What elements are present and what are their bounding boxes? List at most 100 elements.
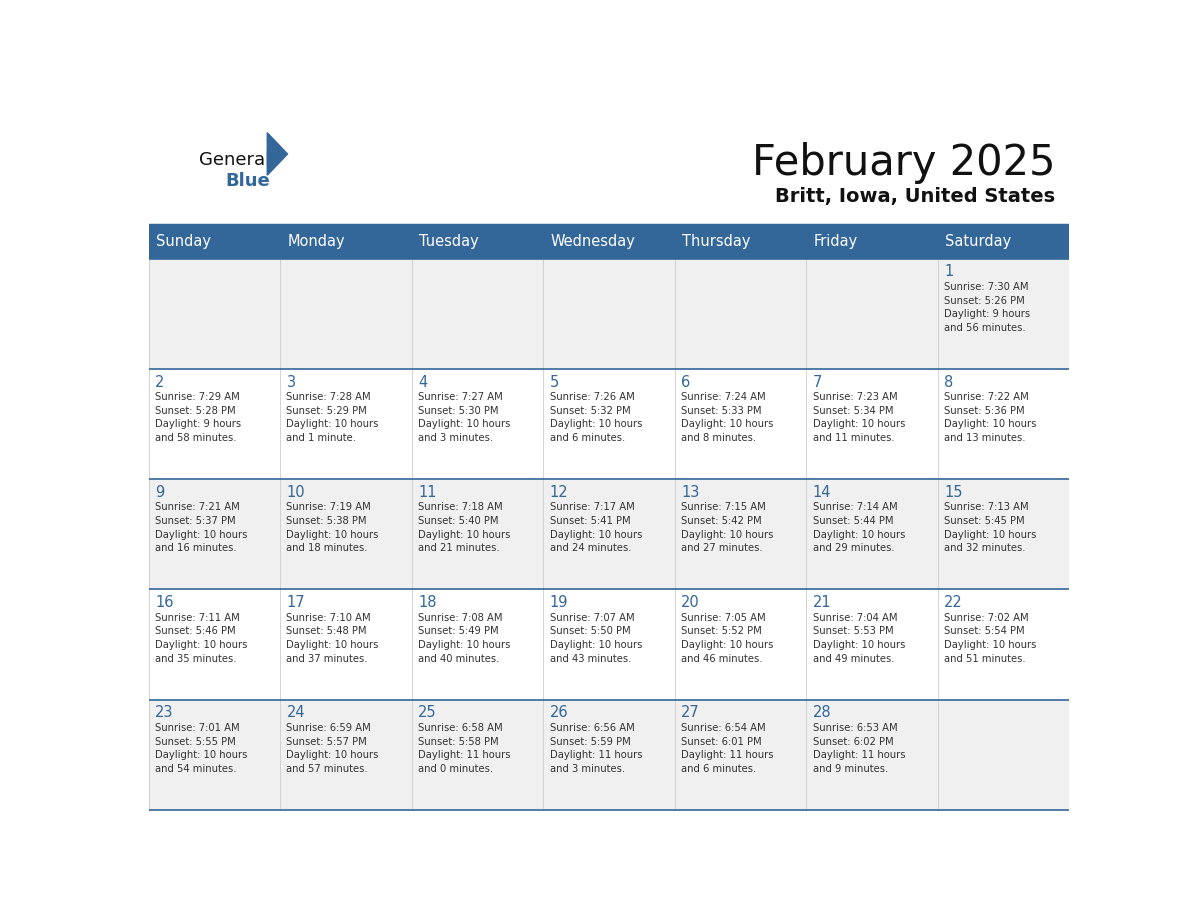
Bar: [937, 226, 1069, 259]
Text: Sunrise: 7:30 AM
Sunset: 5:26 PM
Daylight: 9 hours
and 56 minutes.: Sunrise: 7:30 AM Sunset: 5:26 PM Dayligh…: [944, 282, 1030, 332]
Text: 28: 28: [813, 705, 832, 721]
Text: Sunrise: 7:04 AM
Sunset: 5:53 PM
Daylight: 10 hours
and 49 minutes.: Sunrise: 7:04 AM Sunset: 5:53 PM Dayligh…: [813, 612, 905, 664]
Bar: [280, 226, 411, 259]
Bar: [543, 259, 675, 369]
Bar: [807, 226, 937, 259]
Text: Sunrise: 6:56 AM
Sunset: 5:59 PM
Daylight: 11 hours
and 3 minutes.: Sunrise: 6:56 AM Sunset: 5:59 PM Dayligh…: [550, 723, 642, 774]
Text: 15: 15: [944, 485, 962, 499]
Bar: [411, 589, 543, 700]
Bar: [675, 700, 807, 810]
Text: Sunrise: 7:24 AM
Sunset: 5:33 PM
Daylight: 10 hours
and 8 minutes.: Sunrise: 7:24 AM Sunset: 5:33 PM Dayligh…: [681, 392, 773, 443]
Bar: [148, 259, 280, 369]
Bar: [543, 369, 675, 479]
Text: 1: 1: [944, 264, 953, 279]
Text: Sunrise: 6:54 AM
Sunset: 6:01 PM
Daylight: 11 hours
and 6 minutes.: Sunrise: 6:54 AM Sunset: 6:01 PM Dayligh…: [681, 723, 773, 774]
Text: Sunrise: 7:07 AM
Sunset: 5:50 PM
Daylight: 10 hours
and 43 minutes.: Sunrise: 7:07 AM Sunset: 5:50 PM Dayligh…: [550, 612, 642, 664]
Bar: [543, 479, 675, 589]
Text: Sunday: Sunday: [156, 234, 210, 250]
Text: Sunrise: 6:58 AM
Sunset: 5:58 PM
Daylight: 11 hours
and 0 minutes.: Sunrise: 6:58 AM Sunset: 5:58 PM Dayligh…: [418, 723, 511, 774]
Bar: [675, 589, 807, 700]
Text: 7: 7: [813, 375, 822, 389]
Bar: [543, 589, 675, 700]
Text: Friday: Friday: [814, 234, 858, 250]
Bar: [148, 479, 280, 589]
Bar: [807, 369, 937, 479]
Bar: [675, 369, 807, 479]
Text: Britt, Iowa, United States: Britt, Iowa, United States: [776, 187, 1055, 206]
Text: 10: 10: [286, 485, 305, 499]
Text: Sunrise: 7:29 AM
Sunset: 5:28 PM
Daylight: 9 hours
and 58 minutes.: Sunrise: 7:29 AM Sunset: 5:28 PM Dayligh…: [154, 392, 241, 443]
Text: Sunrise: 7:08 AM
Sunset: 5:49 PM
Daylight: 10 hours
and 40 minutes.: Sunrise: 7:08 AM Sunset: 5:49 PM Dayligh…: [418, 612, 511, 664]
Bar: [937, 369, 1069, 479]
Text: Sunrise: 7:19 AM
Sunset: 5:38 PM
Daylight: 10 hours
and 18 minutes.: Sunrise: 7:19 AM Sunset: 5:38 PM Dayligh…: [286, 502, 379, 554]
Text: 19: 19: [550, 595, 568, 610]
Text: 6: 6: [681, 375, 690, 389]
Text: 24: 24: [286, 705, 305, 721]
Bar: [411, 700, 543, 810]
Bar: [280, 589, 411, 700]
Text: 13: 13: [681, 485, 700, 499]
Text: 4: 4: [418, 375, 428, 389]
Text: 11: 11: [418, 485, 436, 499]
Bar: [280, 369, 411, 479]
Text: February 2025: February 2025: [752, 142, 1055, 185]
Text: Sunrise: 6:53 AM
Sunset: 6:02 PM
Daylight: 11 hours
and 9 minutes.: Sunrise: 6:53 AM Sunset: 6:02 PM Dayligh…: [813, 723, 905, 774]
Bar: [807, 479, 937, 589]
Text: Sunrise: 7:15 AM
Sunset: 5:42 PM
Daylight: 10 hours
and 27 minutes.: Sunrise: 7:15 AM Sunset: 5:42 PM Dayligh…: [681, 502, 773, 554]
Bar: [148, 226, 280, 259]
Text: 3: 3: [286, 375, 296, 389]
Text: Sunrise: 7:26 AM
Sunset: 5:32 PM
Daylight: 10 hours
and 6 minutes.: Sunrise: 7:26 AM Sunset: 5:32 PM Dayligh…: [550, 392, 642, 443]
Text: Sunrise: 6:59 AM
Sunset: 5:57 PM
Daylight: 10 hours
and 57 minutes.: Sunrise: 6:59 AM Sunset: 5:57 PM Dayligh…: [286, 723, 379, 774]
Text: Sunrise: 7:14 AM
Sunset: 5:44 PM
Daylight: 10 hours
and 29 minutes.: Sunrise: 7:14 AM Sunset: 5:44 PM Dayligh…: [813, 502, 905, 554]
Text: General: General: [200, 151, 271, 169]
Text: Saturday: Saturday: [944, 234, 1011, 250]
Text: 25: 25: [418, 705, 437, 721]
Bar: [937, 589, 1069, 700]
Text: Sunrise: 7:10 AM
Sunset: 5:48 PM
Daylight: 10 hours
and 37 minutes.: Sunrise: 7:10 AM Sunset: 5:48 PM Dayligh…: [286, 612, 379, 664]
Text: 21: 21: [813, 595, 832, 610]
Bar: [148, 700, 280, 810]
Text: Sunrise: 7:05 AM
Sunset: 5:52 PM
Daylight: 10 hours
and 46 minutes.: Sunrise: 7:05 AM Sunset: 5:52 PM Dayligh…: [681, 612, 773, 664]
Text: Sunrise: 7:27 AM
Sunset: 5:30 PM
Daylight: 10 hours
and 3 minutes.: Sunrise: 7:27 AM Sunset: 5:30 PM Dayligh…: [418, 392, 511, 443]
Bar: [280, 700, 411, 810]
Bar: [280, 479, 411, 589]
Text: Sunrise: 7:21 AM
Sunset: 5:37 PM
Daylight: 10 hours
and 16 minutes.: Sunrise: 7:21 AM Sunset: 5:37 PM Dayligh…: [154, 502, 247, 554]
Bar: [543, 226, 675, 259]
Text: 27: 27: [681, 705, 700, 721]
Text: Sunrise: 7:17 AM
Sunset: 5:41 PM
Daylight: 10 hours
and 24 minutes.: Sunrise: 7:17 AM Sunset: 5:41 PM Dayligh…: [550, 502, 642, 554]
Bar: [937, 479, 1069, 589]
Text: Monday: Monday: [287, 234, 345, 250]
Text: Blue: Blue: [225, 172, 270, 190]
Bar: [937, 700, 1069, 810]
Text: Wednesday: Wednesday: [550, 234, 636, 250]
Bar: [148, 589, 280, 700]
Text: 20: 20: [681, 595, 700, 610]
Bar: [807, 589, 937, 700]
Text: Tuesday: Tuesday: [419, 234, 479, 250]
Bar: [411, 479, 543, 589]
Text: 22: 22: [944, 595, 962, 610]
Text: 16: 16: [154, 595, 173, 610]
Bar: [807, 259, 937, 369]
Text: 12: 12: [550, 485, 568, 499]
Text: 14: 14: [813, 485, 832, 499]
Text: Sunrise: 7:22 AM
Sunset: 5:36 PM
Daylight: 10 hours
and 13 minutes.: Sunrise: 7:22 AM Sunset: 5:36 PM Dayligh…: [944, 392, 1036, 443]
Text: Thursday: Thursday: [682, 234, 751, 250]
Text: Sunrise: 7:13 AM
Sunset: 5:45 PM
Daylight: 10 hours
and 32 minutes.: Sunrise: 7:13 AM Sunset: 5:45 PM Dayligh…: [944, 502, 1036, 554]
Text: Sunrise: 7:02 AM
Sunset: 5:54 PM
Daylight: 10 hours
and 51 minutes.: Sunrise: 7:02 AM Sunset: 5:54 PM Dayligh…: [944, 612, 1036, 664]
Text: 23: 23: [154, 705, 173, 721]
Text: 17: 17: [286, 595, 305, 610]
Text: 5: 5: [550, 375, 558, 389]
Bar: [675, 226, 807, 259]
Bar: [411, 226, 543, 259]
Text: Sunrise: 7:18 AM
Sunset: 5:40 PM
Daylight: 10 hours
and 21 minutes.: Sunrise: 7:18 AM Sunset: 5:40 PM Dayligh…: [418, 502, 511, 554]
Bar: [280, 259, 411, 369]
Text: Sunrise: 7:28 AM
Sunset: 5:29 PM
Daylight: 10 hours
and 1 minute.: Sunrise: 7:28 AM Sunset: 5:29 PM Dayligh…: [286, 392, 379, 443]
Bar: [543, 700, 675, 810]
Bar: [411, 259, 543, 369]
Text: 26: 26: [550, 705, 568, 721]
Text: 8: 8: [944, 375, 953, 389]
Bar: [937, 259, 1069, 369]
Polygon shape: [267, 133, 287, 175]
Text: Sunrise: 7:11 AM
Sunset: 5:46 PM
Daylight: 10 hours
and 35 minutes.: Sunrise: 7:11 AM Sunset: 5:46 PM Dayligh…: [154, 612, 247, 664]
